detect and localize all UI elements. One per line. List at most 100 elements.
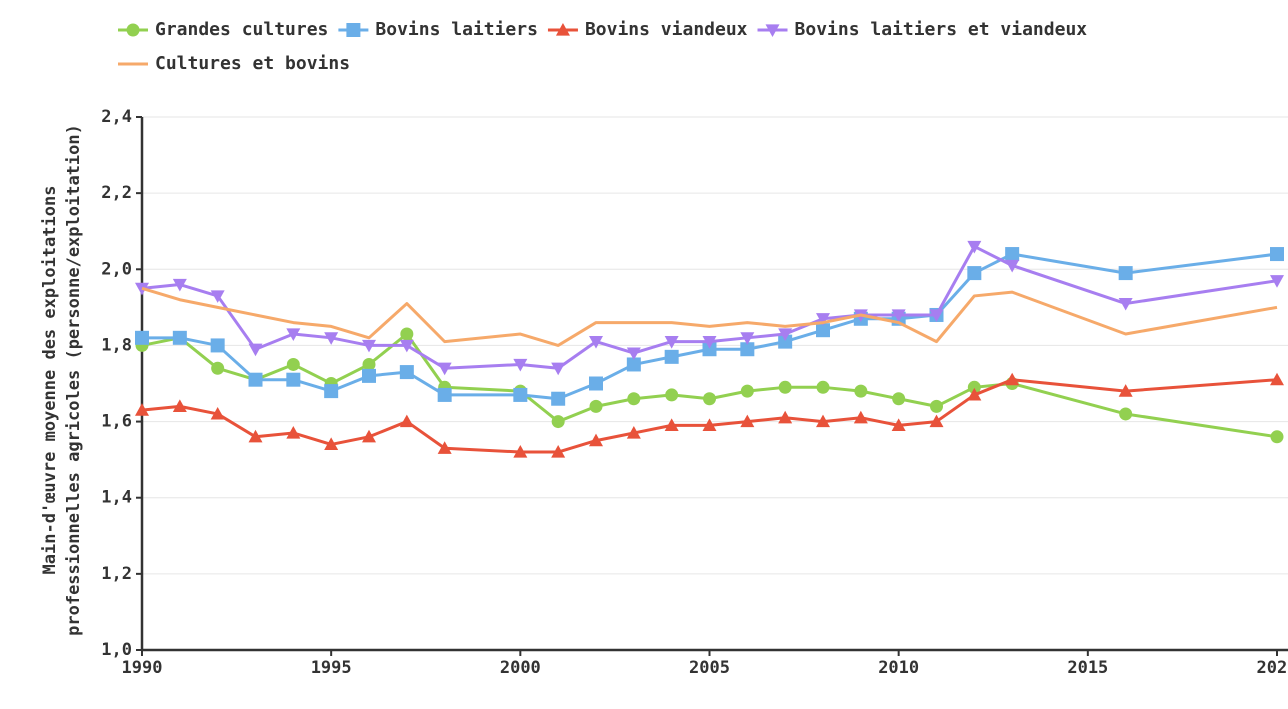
series-line xyxy=(141,378,1278,454)
point xyxy=(248,429,263,443)
point xyxy=(816,323,830,338)
point xyxy=(286,425,301,439)
point xyxy=(1270,247,1284,262)
series-line xyxy=(141,286,1278,347)
x-tick-label: 2020 xyxy=(1257,658,1288,678)
point xyxy=(1005,372,1020,386)
point xyxy=(929,414,944,428)
point xyxy=(816,414,830,428)
point xyxy=(286,357,300,371)
point xyxy=(400,327,414,341)
point xyxy=(135,330,149,345)
point xyxy=(740,384,754,398)
point xyxy=(967,240,982,254)
legend-marker xyxy=(765,24,780,37)
point xyxy=(399,365,414,380)
point xyxy=(853,410,868,424)
point xyxy=(551,362,566,376)
point xyxy=(816,313,830,326)
point xyxy=(740,342,755,357)
point xyxy=(210,290,225,303)
y-tick-label: 2,0 xyxy=(101,259,132,279)
y-tick-label: 2,2 xyxy=(101,183,132,203)
point xyxy=(967,266,982,281)
point xyxy=(892,392,906,406)
legend-label: Bovins viandeux xyxy=(585,19,748,40)
point xyxy=(135,403,149,416)
x-tick-label: 2000 xyxy=(500,658,541,678)
point xyxy=(248,372,263,387)
point xyxy=(665,388,679,402)
point xyxy=(778,380,792,394)
point xyxy=(211,361,225,375)
point xyxy=(1270,372,1284,386)
point xyxy=(702,342,717,357)
y-tick-label: 2,4 xyxy=(101,107,132,127)
legend-marker xyxy=(555,23,570,36)
point xyxy=(589,336,603,349)
point xyxy=(778,334,793,349)
point xyxy=(778,410,793,424)
point xyxy=(854,384,868,398)
x-tick-label: 1990 xyxy=(122,658,163,678)
point xyxy=(589,399,603,413)
point xyxy=(702,336,717,349)
x-tick-label: 2010 xyxy=(878,658,919,678)
y-axis-label: Main-d'œuvre moyenne des exploitations xyxy=(40,186,60,575)
point xyxy=(324,332,339,345)
point xyxy=(437,387,452,402)
point xyxy=(551,445,566,458)
point xyxy=(740,414,755,428)
point xyxy=(816,380,830,394)
legend-label: Bovins laitiers et viandeux xyxy=(795,19,1088,40)
point xyxy=(1270,275,1284,288)
point xyxy=(437,362,452,376)
y-tick-label: 1,8 xyxy=(101,335,132,355)
legend-marker xyxy=(126,23,140,37)
point xyxy=(551,415,565,429)
point xyxy=(362,429,376,443)
point xyxy=(362,339,376,353)
point xyxy=(324,437,339,451)
point xyxy=(664,336,679,349)
point xyxy=(1005,247,1020,262)
point xyxy=(210,406,225,420)
point xyxy=(1119,407,1133,421)
point xyxy=(967,380,981,394)
point xyxy=(362,368,376,383)
point xyxy=(740,332,755,345)
point xyxy=(286,328,301,342)
point xyxy=(891,309,906,322)
point xyxy=(513,445,528,458)
y-axis-label: professionnelles agricoles (personne/exp… xyxy=(64,124,84,636)
point xyxy=(664,418,679,431)
x-tick-label: 2015 xyxy=(1067,658,1108,678)
legend-marker xyxy=(346,23,361,37)
point xyxy=(589,376,603,391)
legend-label: Grandes cultures xyxy=(155,19,328,40)
point xyxy=(1118,266,1133,281)
y-tick-label: 1,0 xyxy=(101,640,132,660)
point xyxy=(891,418,906,431)
x-tick-label: 2005 xyxy=(689,658,730,678)
y-tick-label: 1,6 xyxy=(101,412,132,432)
point xyxy=(703,392,716,406)
x-tick-label: 1995 xyxy=(311,658,352,678)
point xyxy=(437,441,452,454)
point xyxy=(172,330,187,345)
point xyxy=(399,414,414,428)
point xyxy=(626,425,641,439)
point xyxy=(324,384,339,399)
point xyxy=(172,399,187,412)
point xyxy=(551,391,566,406)
point xyxy=(664,349,679,364)
point xyxy=(513,387,528,402)
point xyxy=(702,418,717,431)
point xyxy=(1118,384,1133,397)
point xyxy=(627,392,641,406)
point xyxy=(286,372,301,387)
point xyxy=(929,309,944,322)
legend-label: Bovins laitiers xyxy=(375,19,538,40)
point xyxy=(626,357,641,372)
